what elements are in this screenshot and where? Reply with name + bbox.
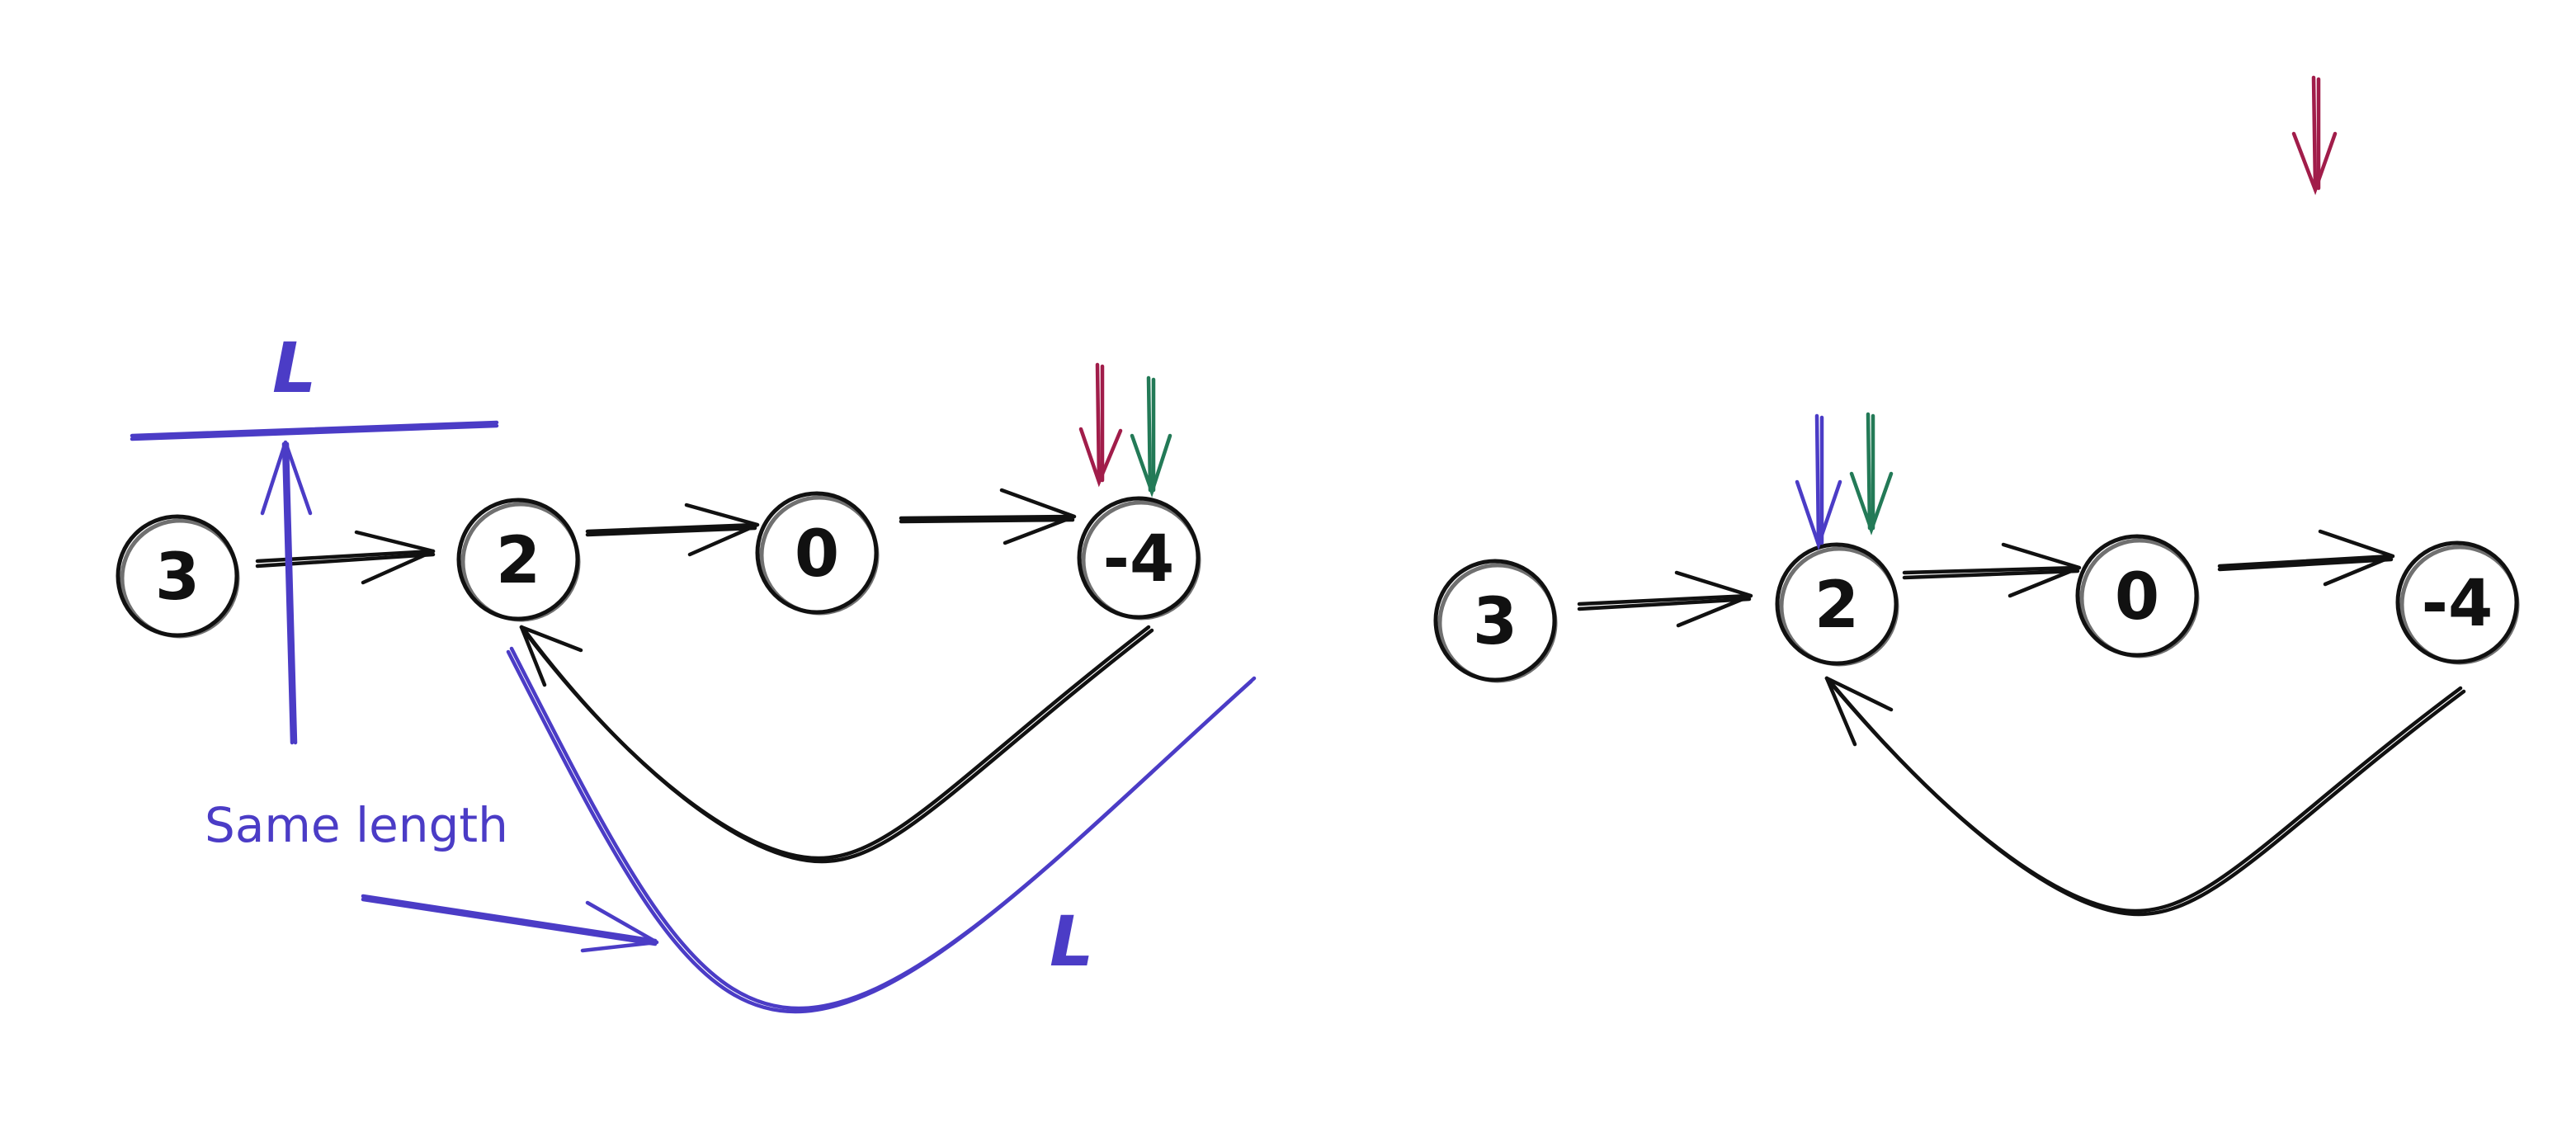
left-node-0-label: 0 [795, 517, 839, 592]
right-linked-list-diagram: 3 2 0 -4 [1433, 75, 2520, 917]
right-fast-pointer-arrow [1849, 412, 1894, 536]
right-edge-0-to-neg4 [2217, 529, 2395, 587]
right-entry-pointer-arrow [1795, 413, 1842, 550]
left-fast-pointer-arrow [1130, 375, 1172, 498]
right-node-neg4: -4 [2395, 540, 2520, 665]
right-node-3: 3 [1433, 559, 1558, 683]
left-node-neg4-label: -4 [1103, 522, 1175, 597]
left-slow-pointer-arrow [1078, 362, 1123, 488]
left-cycle-edge-neg4-to-2 [519, 625, 1154, 864]
left-same-length-up-arrow [260, 440, 313, 745]
right-node-3-label: 3 [1473, 585, 1517, 659]
right-edge-3-to-2 [1577, 570, 1753, 628]
left-loop-length-label: L [1050, 901, 1094, 982]
right-edge-2-to-0 [1902, 542, 2082, 598]
left-edge-2-to-0 [585, 503, 760, 557]
left-linked-list-diagram: 3 2 0 -4 [116, 328, 1257, 1014]
left-node-0: 0 [755, 491, 880, 616]
left-node-3: 3 [116, 514, 240, 639]
left-node-neg4: -4 [1077, 496, 1201, 621]
left-edge-3-to-2 [255, 530, 436, 585]
left-loop-length-curve [506, 646, 1257, 1014]
left-tail-length-bracket [130, 420, 499, 441]
left-node-2: 2 [456, 498, 581, 622]
right-node-2: 2 [1775, 542, 1899, 667]
left-note-pointer-arrow [361, 894, 659, 953]
right-slow-pointer-arrow [2291, 75, 2338, 196]
left-node-3-label: 3 [155, 540, 200, 615]
same-length-note: Same length [205, 797, 508, 853]
left-tail-length-label: L [272, 328, 317, 408]
left-edge-0-to-neg4 [899, 488, 1077, 545]
right-node-2-label: 2 [1814, 569, 1859, 643]
right-node-0: 0 [2075, 534, 2200, 658]
left-node-2-label: 2 [496, 524, 540, 598]
right-node-neg4-label: -4 [2422, 567, 2493, 641]
right-cycle-edge-neg4-to-2 [1824, 676, 2466, 917]
right-node-0-label: 0 [2115, 560, 2159, 635]
